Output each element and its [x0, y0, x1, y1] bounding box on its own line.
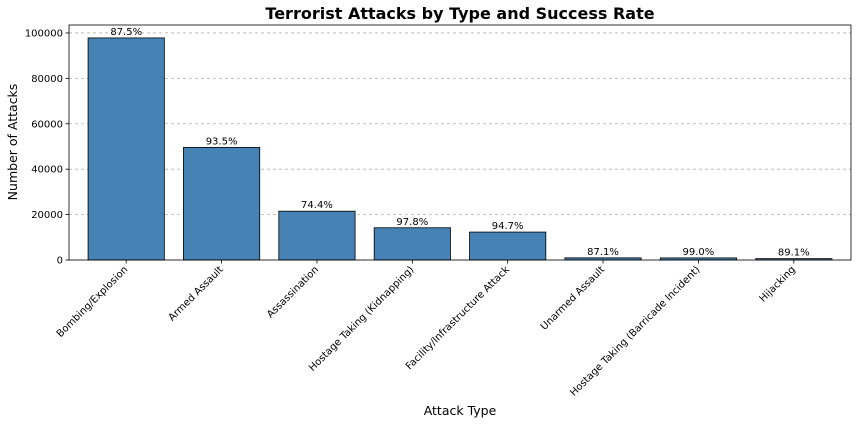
x-axis-label: Attack Type: [424, 403, 497, 418]
x-tick-label: Facility/Infrastructure Attack: [404, 264, 512, 372]
y-axis: 0 20000 40000 60000 80000 100000: [25, 28, 69, 267]
data-label: 94.7%: [492, 221, 524, 232]
y-tick-label: 0: [57, 256, 63, 267]
x-tick-label: Unarmed Assault: [539, 264, 607, 332]
y-tick-label: 60000: [31, 119, 63, 130]
data-label: 87.1%: [587, 247, 619, 258]
x-tick-label: Bombing/Explosion: [55, 264, 131, 340]
data-labels: 87.5% 93.5% 74.4% 97.8% 94.7% 87.1% 99.0% 89.1%: [110, 27, 809, 259]
y-tick-label: 20000: [31, 210, 63, 221]
data-label: 93.5%: [206, 136, 238, 147]
bar: [183, 146, 261, 261]
y-tick-label: 100000: [25, 28, 63, 39]
x-tick-label: Hostage Taking (Kidnapping): [307, 264, 416, 373]
plot-frame: [68, 24, 852, 261]
bar: [87, 37, 165, 261]
y-tick-label: 40000: [31, 165, 63, 176]
data-label: 97.8%: [396, 217, 428, 228]
chart-title: Terrorist Attacks by Type and Success Ra…: [265, 4, 654, 23]
bars: [87, 37, 833, 261]
data-label: 89.1%: [778, 248, 810, 259]
x-tick-label: Hijacking: [758, 264, 798, 304]
x-tick-label: Armed Assault: [167, 264, 226, 323]
y-tick-label: 80000: [31, 74, 63, 85]
y-axis-label: Number of Attacks: [5, 84, 20, 201]
bar: [469, 231, 547, 261]
data-label: 87.5%: [110, 27, 142, 38]
x-tick-label: Assassination: [265, 264, 321, 320]
x-axis: Bombing/Explosion Armed Assault Assassinat…: [55, 260, 798, 399]
data-label: 74.4%: [301, 200, 333, 211]
data-label: 99.0%: [683, 247, 715, 258]
bar: [278, 210, 356, 261]
bar: [373, 227, 451, 261]
